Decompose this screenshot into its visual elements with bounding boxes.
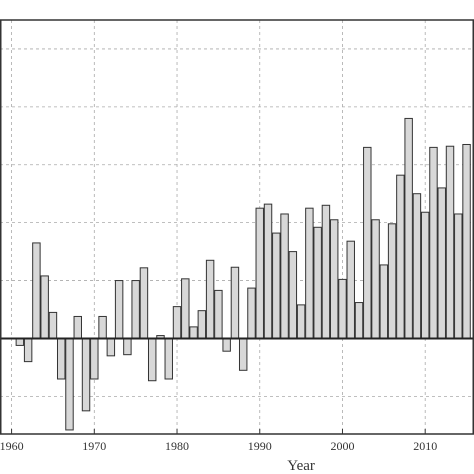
- x-axis-title: Year: [287, 458, 315, 474]
- x-tick-label: 1990: [248, 439, 272, 453]
- bar-1976: [139, 267, 149, 339]
- bar-1998: [321, 204, 331, 339]
- bar-2012: [437, 187, 446, 339]
- bar-1965: [48, 311, 58, 339]
- bar-1997: [313, 226, 322, 339]
- bar-1990: [255, 207, 264, 339]
- x-axis-ticks: 1960 1970 1980 1990 2000 2010: [0, 429, 437, 453]
- x-tick-label: 1970: [82, 439, 106, 453]
- bar-1985: [214, 289, 223, 339]
- bar-2006: [387, 223, 397, 339]
- bar-2011: [429, 146, 438, 339]
- bar-1973: [114, 280, 124, 339]
- bar-1988: [238, 337, 248, 371]
- bar-1970: [90, 337, 99, 380]
- bar-2005: [379, 264, 389, 339]
- bar-1966: [56, 337, 66, 380]
- bar-2010: [420, 211, 430, 339]
- bar-1983: [197, 310, 207, 339]
- bar-1996: [305, 207, 314, 339]
- bar-1979: [164, 337, 173, 380]
- bar-1986: [222, 337, 231, 352]
- x-tick-label: 2000: [330, 439, 354, 453]
- bar-1980: [172, 306, 182, 339]
- bar-1993: [280, 213, 289, 339]
- bar-1995: [296, 304, 306, 339]
- bar-1968: [73, 315, 82, 339]
- bar-1975: [131, 280, 140, 339]
- bar-1989: [247, 287, 256, 339]
- x-tick-label: 1980: [165, 439, 189, 453]
- bar-2007: [396, 174, 405, 339]
- bar-2009: [412, 193, 422, 339]
- bar-1984: [205, 259, 215, 339]
- bar-2014: [454, 213, 463, 339]
- x-tick-label: 1960: [0, 439, 24, 453]
- bar-2003: [363, 146, 372, 339]
- bar-1962: [23, 337, 33, 363]
- bar-1969: [81, 337, 91, 412]
- bar-2002: [354, 302, 364, 339]
- bar-1977: [147, 337, 157, 382]
- bar-2004: [371, 219, 380, 339]
- bar-1963: [32, 242, 41, 339]
- bar-1999: [329, 219, 339, 339]
- plot-frame: [0, 19, 474, 435]
- bar-1982: [189, 326, 198, 339]
- bar-2015: [462, 143, 471, 339]
- bar-1964: [40, 275, 49, 339]
- bar-1992: [272, 232, 281, 339]
- bar-1974: [123, 337, 132, 356]
- bar-1987: [230, 266, 240, 339]
- bar-2000: [338, 278, 347, 339]
- bar-2013: [445, 145, 455, 339]
- bars: [15, 117, 471, 431]
- bar-2001: [346, 240, 355, 339]
- bar-2008: [404, 117, 413, 339]
- bar-1967: [65, 337, 74, 431]
- bar-1961: [15, 337, 25, 346]
- x-tick-label: 2010: [413, 439, 437, 453]
- bar-1981: [181, 278, 190, 339]
- bar-1972: [106, 337, 116, 357]
- bar-1994: [288, 251, 298, 339]
- bar-1991: [263, 203, 273, 339]
- bar-1971: [98, 315, 107, 339]
